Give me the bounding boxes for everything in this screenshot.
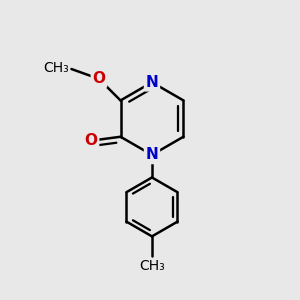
Text: CH₃: CH₃ <box>44 61 70 75</box>
Text: N: N <box>146 147 158 162</box>
Text: O: O <box>85 133 98 148</box>
Text: CH₃: CH₃ <box>139 259 165 273</box>
Text: O: O <box>92 71 105 86</box>
Text: N: N <box>146 75 158 90</box>
